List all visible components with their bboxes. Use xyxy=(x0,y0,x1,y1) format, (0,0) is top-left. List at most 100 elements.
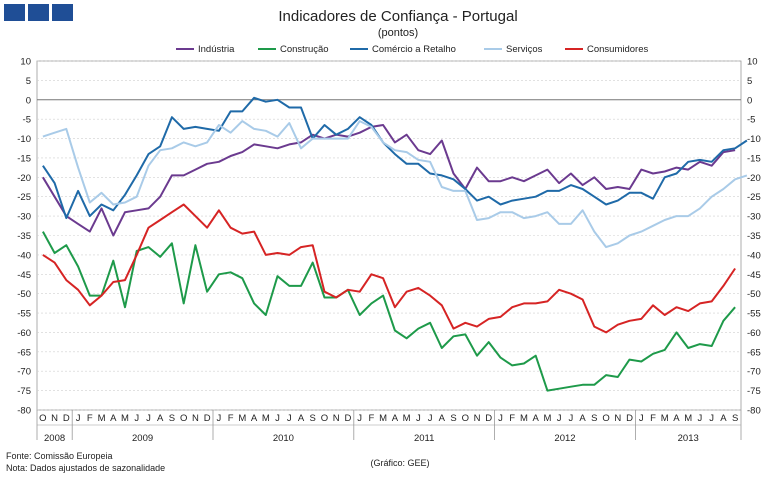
y-tick-label-right: 0 xyxy=(747,95,752,106)
x-tick-month: A xyxy=(673,413,680,424)
x-tick-month: F xyxy=(87,413,93,424)
y-tick-label-right: -20 xyxy=(747,173,761,184)
x-tick-month: O xyxy=(321,413,328,424)
x-tick-month: M xyxy=(379,413,387,424)
chart-legend: Indústria Construção Comércio a Retalho Ser… xyxy=(176,44,648,55)
x-tick-month: M xyxy=(403,413,411,424)
y-axis-left: 10 5 0 -5 -10 -15 -20 -25 -30 -35 -40 -45 -50 -55 -60 -… xyxy=(17,57,31,417)
x-tick-month: M xyxy=(121,413,129,424)
y-tick-label-right: -50 xyxy=(747,289,761,300)
y-tick-label-left: -40 xyxy=(17,250,31,261)
x-tick-month: D xyxy=(63,413,70,424)
x-tick-month: O xyxy=(180,413,187,424)
y-tick-label-right: -45 xyxy=(747,270,761,281)
x-tick-month: J xyxy=(275,413,280,424)
source-note: Fonte: Comissão Europeia xyxy=(6,451,113,461)
y-tick-label-left: -50 xyxy=(17,289,31,300)
y-tick-label-right: 5 xyxy=(747,76,752,87)
x-tick-month: M xyxy=(661,413,669,424)
x-tick-month: J xyxy=(134,413,139,424)
logo-block xyxy=(28,4,49,21)
x-tick-month: A xyxy=(110,413,117,424)
y-tick-label-right: 10 xyxy=(747,57,758,68)
x-tick-year: 2010 xyxy=(273,433,294,444)
series-line-com-rcio-a-retalho xyxy=(42,96,748,220)
x-tick-month: N xyxy=(51,413,58,424)
x-tick-year: 2008 xyxy=(44,433,65,444)
x-tick-month: M xyxy=(262,413,270,424)
x-tick-month: S xyxy=(169,413,175,424)
y-tick-label-left: -80 xyxy=(17,406,31,417)
x-tick-month: J xyxy=(357,413,362,424)
x-tick-month: N xyxy=(333,413,340,424)
x-tick-month: J xyxy=(639,413,644,424)
series-lines xyxy=(42,96,748,392)
x-tick-month: A xyxy=(439,413,446,424)
y-tick-label-left: -20 xyxy=(17,173,31,184)
y-tick-label-left: 10 xyxy=(20,57,31,68)
x-tick-month: J xyxy=(287,413,292,424)
y-tick-label-left: -70 xyxy=(17,367,31,378)
y-tick-label-left: -75 xyxy=(17,386,31,397)
x-tick-month: O xyxy=(602,413,609,424)
legend-label: Indústria xyxy=(198,44,235,55)
x-tick-month: N xyxy=(614,413,621,424)
y-tick-label-right: -40 xyxy=(747,250,761,261)
x-tick-month: S xyxy=(591,413,597,424)
x-tick-month: A xyxy=(579,413,586,424)
x-tick-month: F xyxy=(650,413,656,424)
x-tick-month: J xyxy=(146,413,151,424)
y-tick-label-left: -10 xyxy=(17,134,31,145)
y-tick-label-left: -35 xyxy=(17,231,31,242)
logo-block xyxy=(4,4,25,21)
x-tick-month: J xyxy=(416,413,421,424)
y-tick-label-right: -80 xyxy=(747,406,761,417)
x-tick-month: D xyxy=(204,413,211,424)
series-line-ind-stria xyxy=(42,124,736,237)
y-tick-label-right: -5 xyxy=(747,115,755,126)
legend-label: Comércio a Retalho xyxy=(372,44,456,55)
x-tick-month: O xyxy=(462,413,469,424)
x-tick-month: J xyxy=(698,413,703,424)
y-tick-label-right: -60 xyxy=(747,328,761,339)
x-tick-month: A xyxy=(157,413,164,424)
y-tick-label-left: -30 xyxy=(17,212,31,223)
y-tick-label-left: 5 xyxy=(26,76,31,87)
x-tick-month: J xyxy=(498,413,503,424)
y-tick-label-right: -25 xyxy=(747,192,761,203)
x-tick-month: S xyxy=(310,413,316,424)
x-tick-month: A xyxy=(392,413,399,424)
y-axis-right: 10 5 0 -5 -10 -15 -20 -25 -30 -35 -40 -45 -50 -55 -60 -… xyxy=(747,57,761,417)
x-tick-month: M xyxy=(684,413,692,424)
series-line-servi-os xyxy=(42,120,748,249)
y-tick-label-right: -55 xyxy=(747,309,761,320)
x-tick-year: 2009 xyxy=(132,433,153,444)
series-line-consumidores xyxy=(42,203,736,334)
chart-credit: (Gráfico: GEE) xyxy=(370,458,429,468)
y-tick-label-left: -65 xyxy=(17,347,31,358)
legend-label: Serviços xyxy=(506,44,543,55)
gee-logo xyxy=(4,4,73,21)
x-tick-month: D xyxy=(626,413,633,424)
x-tick-year: 2012 xyxy=(554,433,575,444)
y-tick-label-right: -65 xyxy=(747,347,761,358)
x-tick-month: N xyxy=(474,413,481,424)
y-tick-label-right: -15 xyxy=(747,153,761,164)
x-tick-month: D xyxy=(485,413,492,424)
x-tick-month: D xyxy=(344,413,351,424)
x-tick-month: A xyxy=(251,413,258,424)
x-tick-month: S xyxy=(450,413,456,424)
x-tick-month: M xyxy=(98,413,106,424)
y-tick-label-left: -60 xyxy=(17,328,31,339)
x-tick-month: A xyxy=(298,413,305,424)
y-tick-label-left: -45 xyxy=(17,270,31,281)
y-tick-label-left: -15 xyxy=(17,153,31,164)
x-tick-month: F xyxy=(228,413,234,424)
x-tick-month: J xyxy=(568,413,573,424)
x-tick-month: M xyxy=(543,413,551,424)
x-tick-year: 2013 xyxy=(678,433,699,444)
x-tick-month: J xyxy=(428,413,433,424)
x-tick-month: O xyxy=(39,413,46,424)
x-tick-month: M xyxy=(520,413,528,424)
x-tick-month: F xyxy=(509,413,515,424)
